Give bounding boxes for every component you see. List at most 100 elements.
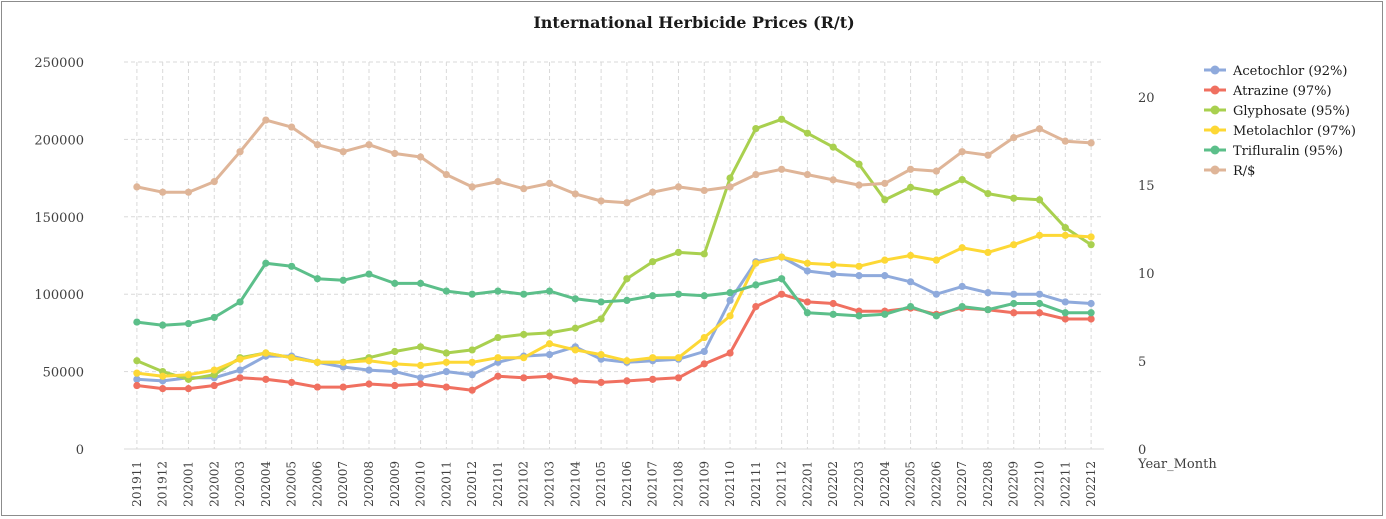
- data-point: [649, 258, 657, 266]
- data-point: [262, 375, 270, 383]
- legend: Acetochlor (92%) Atrazine (97%) Glyphosate…: [1204, 64, 1356, 179]
- data-point: [210, 313, 218, 322]
- x-tick-label: 202108: [671, 461, 685, 507]
- x-tick-label: 202105: [594, 461, 608, 507]
- y-tick-label: 50000: [43, 366, 84, 381]
- data-point: [520, 290, 528, 298]
- data-point: [597, 197, 605, 205]
- data-point: [1035, 290, 1044, 298]
- x-tick-label: 202208: [981, 461, 995, 507]
- data-point: [391, 360, 399, 368]
- data-point: [520, 185, 528, 193]
- legend-label: Metolachlor (97%): [1233, 124, 1356, 139]
- data-point: [416, 153, 425, 161]
- right-y-tick-label: 10: [1138, 267, 1155, 282]
- data-point: [855, 272, 863, 280]
- data-point: [545, 372, 554, 380]
- data-point: [700, 292, 708, 300]
- data-point: [468, 290, 476, 298]
- data-point: [133, 357, 141, 365]
- x-axis-title: Year_Month: [1137, 457, 1217, 472]
- series-line: [135, 255, 1093, 383]
- data-point: [881, 179, 889, 187]
- x-tick-label: 202003: [233, 461, 247, 507]
- x-tick-label: 202209: [1007, 461, 1021, 507]
- data-point: [984, 289, 992, 297]
- data-point: [236, 366, 244, 374]
- x-tick-label: 202206: [929, 461, 943, 507]
- data-point: [339, 358, 347, 366]
- data-point: [855, 181, 863, 189]
- data-point: [597, 315, 605, 323]
- y-tick-label: 0: [76, 443, 84, 458]
- data-point: [623, 199, 631, 207]
- data-point: [442, 383, 450, 391]
- data-point: [855, 312, 863, 320]
- data-point: [520, 330, 528, 339]
- data-point: [674, 248, 683, 257]
- data-point: [1010, 134, 1018, 142]
- legend-swatch-marker: [1210, 145, 1220, 155]
- data-point: [674, 290, 683, 298]
- x-tick-label: 201912: [156, 461, 170, 507]
- data-point: [545, 340, 554, 348]
- data-point: [855, 160, 863, 168]
- data-point: [649, 188, 657, 196]
- data-point: [906, 183, 915, 191]
- series-line: [135, 261, 1093, 327]
- x-tick-label: 202204: [878, 461, 892, 507]
- data-point: [1061, 315, 1069, 323]
- data-point: [494, 287, 502, 295]
- data-point: [184, 371, 193, 379]
- data-point: [236, 355, 244, 363]
- legend-swatch-marker: [1210, 125, 1220, 135]
- data-point: [571, 346, 579, 354]
- right-y-tick-label: 5: [1138, 355, 1146, 370]
- legend-label: Acetochlor (92%): [1232, 64, 1347, 79]
- x-tick-label: 202004: [259, 461, 273, 507]
- data-point: [958, 176, 966, 184]
- series-line: [135, 292, 1093, 392]
- series-line: [135, 117, 1093, 381]
- data-point: [133, 369, 141, 377]
- x-tick-label: 202103: [543, 461, 557, 507]
- data-point: [778, 275, 786, 283]
- data-point: [674, 183, 683, 191]
- x-tick-label: 202009: [388, 461, 402, 507]
- y-tick-label: 200000: [34, 133, 84, 148]
- data-point: [442, 358, 450, 366]
- data-point: [984, 151, 992, 159]
- legend-item: Glyphosate (95%): [1204, 104, 1350, 119]
- data-point: [906, 165, 915, 173]
- x-tick-label: 202210: [1033, 461, 1047, 507]
- data-point: [906, 251, 915, 260]
- data-point: [1087, 139, 1095, 147]
- data-point: [674, 374, 683, 382]
- data-point: [1010, 290, 1018, 298]
- data-point: [1010, 241, 1018, 249]
- data-point: [1087, 299, 1095, 308]
- data-point: [700, 347, 708, 356]
- data-point: [442, 368, 450, 376]
- data-point: [1010, 299, 1018, 308]
- data-point: [597, 350, 605, 359]
- data-point: [1035, 125, 1044, 133]
- x-tick-label: 202104: [568, 461, 582, 507]
- data-point: [313, 275, 322, 283]
- data-point: [1061, 231, 1069, 239]
- data-point: [339, 148, 347, 156]
- data-point: [726, 289, 734, 297]
- series-line: [135, 118, 1093, 205]
- data-point: [906, 278, 915, 286]
- data-point: [468, 386, 476, 394]
- x-tick-label: 202010: [414, 461, 428, 507]
- data-point: [1010, 194, 1018, 202]
- data-point: [468, 371, 476, 379]
- data-point: [726, 183, 734, 191]
- x-tick-label: 202005: [285, 461, 299, 507]
- data-point: [752, 281, 760, 289]
- data-point: [494, 354, 502, 362]
- data-point: [829, 270, 837, 278]
- series-lines: [133, 115, 1095, 394]
